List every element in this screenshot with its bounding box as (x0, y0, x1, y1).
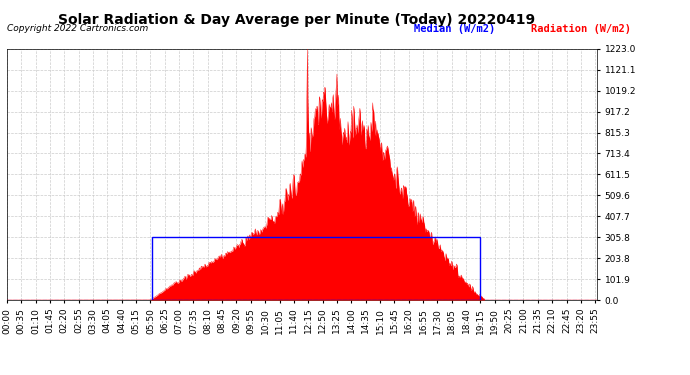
Bar (152, 237, 480, 300)
Text: Copyright 2022 Cartronics.com: Copyright 2022 Cartronics.com (7, 24, 148, 33)
Text: Median (W/m2): Median (W/m2) (414, 24, 495, 34)
Text: Solar Radiation & Day Average per Minute (Today) 20220419: Solar Radiation & Day Average per Minute… (58, 13, 535, 27)
Text: Radiation (W/m2): Radiation (W/m2) (531, 24, 631, 34)
